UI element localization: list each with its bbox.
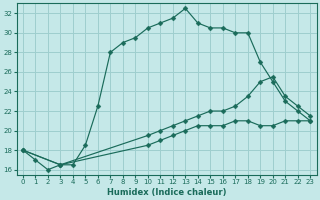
X-axis label: Humidex (Indice chaleur): Humidex (Indice chaleur): [107, 188, 226, 197]
